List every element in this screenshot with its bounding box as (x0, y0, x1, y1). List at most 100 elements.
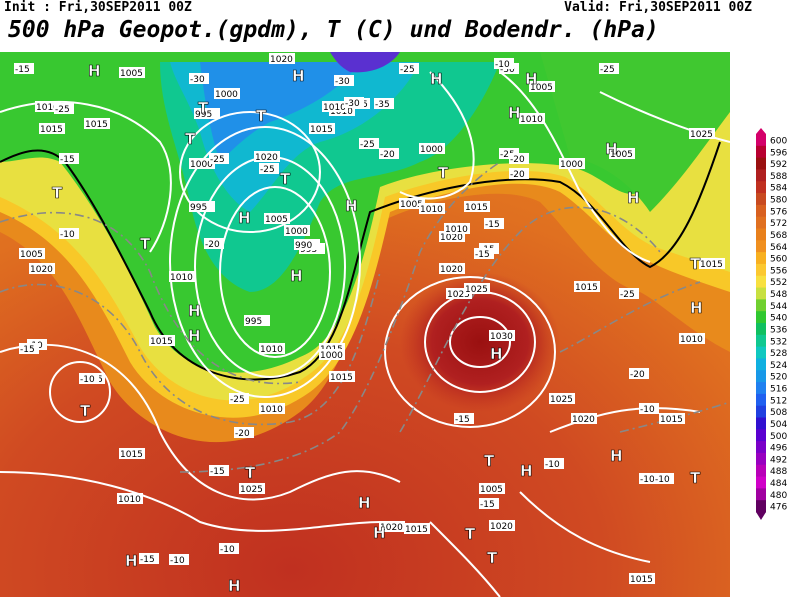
high-pressure-center: H (627, 189, 640, 207)
pressure-label-bg (254, 151, 280, 162)
colorbar-label: 516 (770, 385, 787, 395)
temperature-label: -25 (210, 155, 225, 165)
pressure-label-bg (439, 263, 465, 274)
colorbar-swatch (756, 370, 766, 383)
temperature-label-bg (474, 248, 494, 259)
pressure-label-bg (489, 330, 515, 341)
pressure-label: 1015 (330, 373, 353, 383)
colorbar-label: 564 (770, 243, 787, 253)
pressure-label: 1000 (285, 227, 308, 237)
temperature-label: -10 (80, 375, 95, 385)
pressure-label-bg (309, 123, 335, 134)
colorbar-label: 540 (770, 314, 787, 324)
pressure-label: 1010 (118, 495, 141, 505)
high-pressure-center: H (373, 524, 386, 542)
temperature-label-bg (19, 343, 39, 354)
high-pressure-center: H (508, 104, 521, 122)
colorbar-swatch (756, 193, 766, 206)
colorbar-label: 480 (770, 491, 787, 501)
colorbar-swatch (756, 488, 766, 501)
temperature-label-bg (209, 153, 229, 164)
colorbar-label: 488 (770, 467, 787, 477)
temperature-label-bg (544, 458, 564, 469)
pressure-label-bg (689, 128, 715, 139)
pressure-label-bg (149, 335, 175, 346)
pressure-labels: 1005100099510051000100099510201015101010… (19, 53, 725, 585)
colorbar-label: 544 (770, 302, 787, 312)
pressure-label-bg (419, 203, 445, 214)
green-region (0, 52, 655, 373)
colorbar-label: 524 (770, 361, 787, 371)
pressure-label: 1015 (150, 337, 173, 347)
temperature-label-bg (204, 238, 224, 249)
temperature-label-bg (59, 153, 79, 164)
temperature-label-bg (229, 393, 249, 404)
pressure-label: 1020 (572, 415, 595, 425)
low-pressure-center: T (438, 164, 449, 182)
pressure-label-bg (419, 143, 445, 154)
pressure-label-bg (404, 523, 430, 534)
pressure-label: 1000 (320, 351, 343, 361)
pressure-label-bg (119, 448, 145, 459)
temperature-label: -30 (335, 77, 350, 87)
temperature-label: -15 (15, 65, 30, 75)
pressure-label-bg (322, 101, 348, 112)
temperature-label: -15 (480, 500, 495, 510)
pressure-label: 1010 (680, 335, 703, 345)
pressure-label-bg (489, 520, 515, 531)
pressure-label-bg (189, 201, 215, 212)
colorbar-swatch (756, 287, 766, 300)
low-pressure-center: T (52, 184, 63, 202)
colorbar-label: 588 (770, 172, 787, 182)
pressure-label-bg (214, 88, 240, 99)
pressure-label-bg (574, 281, 600, 292)
temperature-label: -30 (190, 75, 205, 85)
colorbar-label: 508 (770, 408, 787, 418)
pressure-label: 1015 (700, 260, 723, 270)
pressure-label: 1015 (120, 450, 143, 460)
temperature-label-bg (234, 427, 254, 438)
pressure-label: 1015 (85, 120, 108, 130)
pressure-label: 995 (195, 110, 212, 120)
pressure-label: 1020 (440, 265, 463, 275)
colorbar-label: 600 (770, 136, 787, 146)
pressure-label-bg (464, 201, 490, 212)
high-pressure-center: H (290, 267, 303, 285)
high-pressure-center: H (188, 327, 201, 345)
colorbar-swatch (756, 464, 766, 478)
pressure-label-bg (35, 101, 61, 112)
pressure-label-bg (549, 393, 575, 404)
colorbar-label: 504 (770, 420, 787, 430)
pressure-label: 995 (190, 203, 207, 213)
temperature-label: -20 (205, 240, 220, 250)
pressure-label: 990 (295, 241, 312, 251)
pressure-label: 1025 (240, 485, 263, 495)
colorbar-swatch (756, 134, 766, 147)
colorbar-swatch (756, 405, 766, 418)
pressure-label: 1010 (36, 103, 59, 113)
pressure-label-bg (169, 271, 195, 282)
temperature-label: -25 (230, 395, 245, 405)
pressure-label: 1020 (30, 265, 53, 275)
temperature-label-bg (209, 465, 229, 476)
low-pressure-center: T (465, 525, 476, 543)
temperature-label-bg (629, 368, 649, 379)
pressure-label: 1005 (120, 69, 143, 79)
pressure-label-bg (294, 239, 320, 250)
pressure-label: 1010 (260, 405, 283, 415)
pressure-label: 1015 (405, 525, 428, 535)
high-pressure-center: H (605, 140, 618, 158)
pressure-label: 1010 (170, 273, 193, 283)
colorbar-label: 576 (770, 207, 787, 217)
colorbar-label: 548 (770, 290, 787, 300)
colorbar-swatch (756, 263, 766, 277)
pressure-label: 1020 (270, 55, 293, 65)
temperature-labels: -30-25-15-35-30-25-25-30-25-20-15-10-10-… (14, 58, 674, 566)
temperature-label-bg (374, 98, 394, 109)
colorbar-label: 592 (770, 160, 787, 170)
colorbar-label: 492 (770, 455, 787, 465)
low-pressure-center: T (245, 464, 256, 482)
valid-time: Valid: Fri,30SEP2011 00Z (564, 0, 752, 15)
temperature-label: -25 (500, 150, 515, 160)
high-pressure-center: H (690, 299, 703, 317)
